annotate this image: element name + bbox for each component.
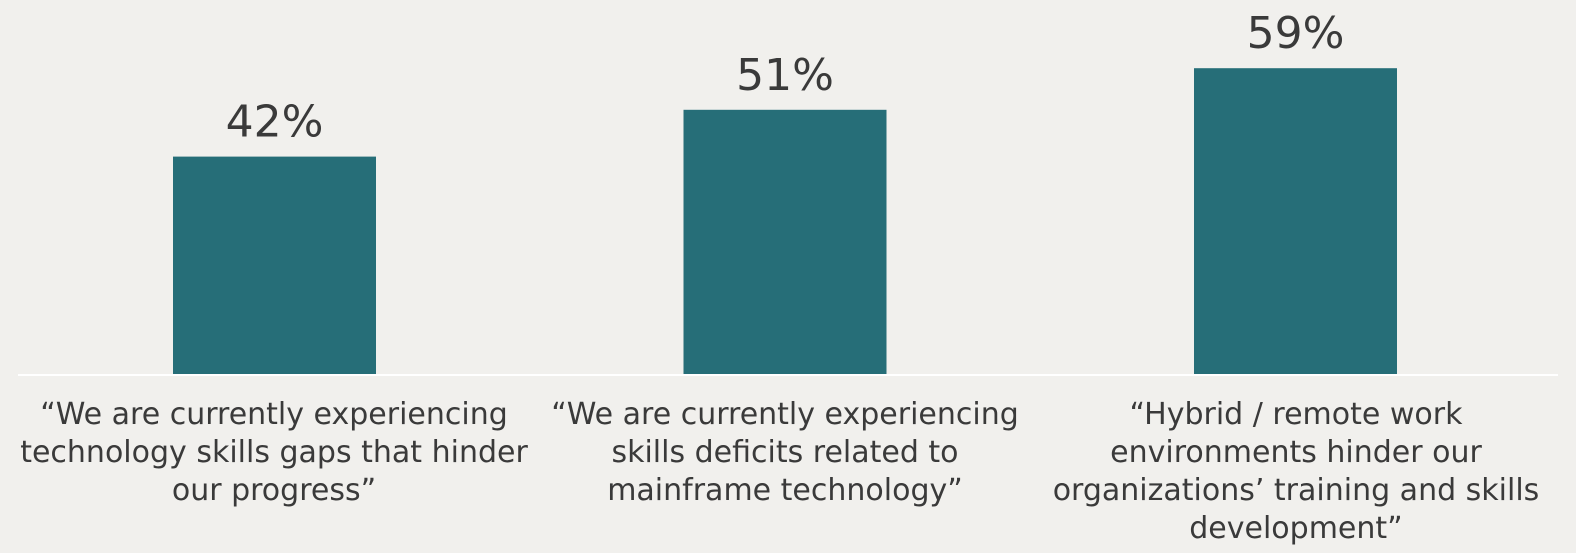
value-label-2: 51% xyxy=(736,50,834,101)
category-labels: “We are currently experiencing technolog… xyxy=(0,396,1576,553)
bar-2 xyxy=(683,109,887,376)
bar-1 xyxy=(173,156,376,375)
value-labels: 42% 51% 59% xyxy=(226,8,1345,147)
category-label-2: “We are currently experiencing skills de… xyxy=(551,397,1019,508)
bar-3 xyxy=(1194,68,1397,375)
category-label-1: “We are currently experiencing technolog… xyxy=(20,397,528,508)
value-label-1: 42% xyxy=(226,97,324,148)
value-label-3: 59% xyxy=(1247,8,1345,59)
bars xyxy=(173,68,1397,376)
category-label-3: “Hybrid / remote work environments hinde… xyxy=(1052,397,1540,546)
